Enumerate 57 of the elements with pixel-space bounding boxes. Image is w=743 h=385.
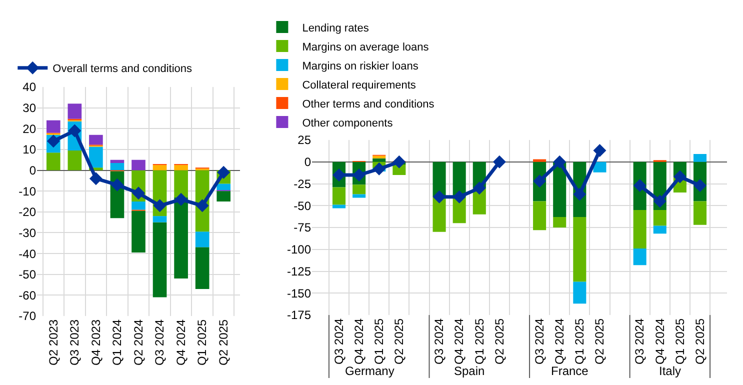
y-tick-label: -50 [18, 268, 36, 282]
y-tick-label: -30 [18, 226, 36, 240]
y-tick-label: 0 [29, 163, 36, 178]
text: Germany [345, 364, 394, 378]
x-tick-label: Q4 2024 [552, 318, 567, 364]
y-tick-label: 40 [22, 80, 36, 94]
text: Spain [454, 364, 485, 378]
x-tick-label: Q3 2023 [68, 319, 82, 366]
y-tick-label: -100 [286, 242, 312, 257]
x-tick-label: Q1 2025 [372, 318, 386, 364]
x-tick-label: Q2 2025 [216, 319, 230, 366]
legend-label: Other terms and conditions [302, 98, 435, 110]
legend-label: Collateral requirements [302, 79, 416, 92]
x-tick-label: Q4 2024 [174, 319, 188, 366]
x-tick-label: Q2 2023 [46, 319, 60, 366]
x-tick-label: Q1 2024 [110, 319, 124, 366]
y-tick-label: -70 [18, 309, 36, 324]
x-tick-label: Q3 2024 [152, 319, 167, 366]
y-tick-label: -125 [286, 264, 312, 278]
y-tick-label: -40 [18, 246, 36, 261]
x-tick-label: Q2 2025 [392, 318, 406, 364]
legend-label: Overall terms and conditions [52, 63, 193, 76]
x-tick-label: Q4 2024 [652, 318, 667, 364]
y-tick-label: -60 [18, 288, 36, 302]
x-tick-label: Q1 2025 [472, 318, 486, 364]
y-tick-label: 30 [22, 101, 36, 116]
x-tick-label: Q1 2025 [572, 318, 587, 364]
x-tick-label: Q3 2024 [632, 318, 647, 364]
x-tick-label: Q4 2024 [452, 318, 466, 364]
legend-label: Other components [302, 117, 394, 130]
text: Italy [659, 364, 682, 378]
x-tick-label: Q2 2025 [692, 318, 707, 364]
y-tick-label: -175 [286, 308, 312, 322]
y-tick-label: 0 [304, 155, 312, 170]
legend-label: Margins on riskier loans [302, 60, 419, 72]
y-tick-label: -10 [18, 184, 36, 198]
text: France [551, 364, 589, 378]
x-tick-label: Q1 2025 [672, 318, 687, 364]
legend-label: Margins on average loans [302, 41, 430, 54]
x-tick-label: Q2 2024 [131, 319, 146, 366]
y-tick-label: 10 [22, 142, 36, 157]
x-tick-label: Q2 2025 [592, 318, 607, 364]
x-tick-label: Q4 2023 [88, 319, 103, 366]
legend-label: Lending rates [302, 22, 370, 34]
y-tick-label: 20 [22, 122, 36, 136]
x-tick-label: Q3 2024 [532, 318, 546, 364]
y-tick-label: -75 [294, 220, 312, 235]
x-tick-label: Q1 2025 [195, 319, 210, 366]
y-tick-label: -20 [18, 205, 36, 220]
x-tick-label: Q2 2025 [492, 318, 506, 364]
x-tick-label: Q4 2024 [352, 318, 366, 364]
y-tick-label: -25 [294, 176, 312, 191]
x-tick-label: Q3 2024 [432, 318, 446, 364]
y-tick-label: 25 [298, 133, 312, 148]
x-tick-label: Q3 2024 [332, 318, 346, 364]
y-tick-label: -150 [286, 286, 312, 300]
y-tick-label: -50 [294, 198, 312, 213]
